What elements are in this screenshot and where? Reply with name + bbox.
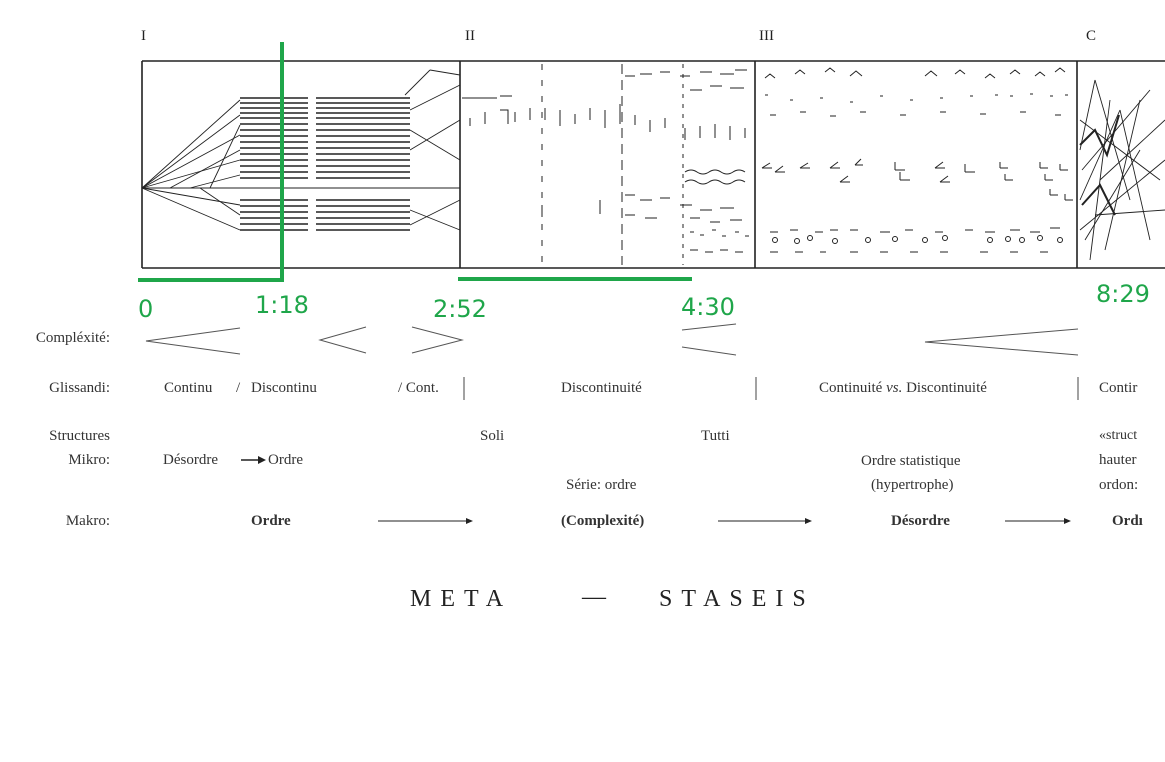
glissandi-slash: /	[236, 380, 241, 396]
mikro-hauter: hauter	[1099, 452, 1137, 468]
glissandi-contin: Contir	[1099, 380, 1138, 396]
mikro-hypertrophe: (hypertrophe)	[871, 477, 954, 493]
title-dash: —	[582, 584, 606, 610]
mikro-ordre: Ordre	[268, 452, 303, 468]
glissandi-discontinu: Discontinu	[251, 380, 317, 396]
section-label-3: III	[759, 28, 774, 44]
row-label-structures: Structures	[49, 428, 110, 444]
section-3-marks	[761, 67, 1073, 253]
section-2-marks	[462, 64, 749, 265]
title-meta: META	[410, 586, 513, 612]
complexite-hairpins	[145, 323, 1079, 356]
mikro-desordre: Désordre	[163, 452, 218, 468]
section-4-web	[1079, 79, 1165, 261]
section-1-bundle	[240, 97, 410, 231]
time-marker-4-30: 4:30	[681, 293, 735, 321]
glissandi-discontinuite-2: Discontinuité	[902, 380, 987, 396]
mikro-ordoni: ordon:	[1099, 477, 1139, 493]
time-marker-2-52: 2:52	[433, 295, 487, 323]
glissandi-cont: / Cont.	[398, 380, 439, 396]
makro-desordre: Désordre	[891, 513, 950, 529]
makro-ordre: Ordre	[251, 513, 291, 529]
row-label-complexite: Compléxité:	[35, 330, 110, 346]
title-staseis: STASEIS	[659, 586, 815, 612]
mikro-serie-ordre: Série: ordre	[566, 477, 637, 493]
makro-arrows	[378, 518, 1071, 524]
makro-ordr: Ordı	[1112, 513, 1143, 529]
time-marker-8-29: 8:29	[1096, 280, 1150, 308]
glissandi-continuite-vs: Continuité vs. Discontinuité	[819, 380, 987, 397]
row-label-glissandi: Glissandi:	[49, 380, 110, 396]
section-4-bold	[1079, 114, 1120, 216]
glissandi-continu: Continu	[164, 380, 213, 396]
mikro-struct: «struct	[1099, 428, 1138, 443]
mikro-soli: Soli	[480, 428, 505, 444]
mikro-tutti: Tutti	[701, 428, 730, 444]
time-marker-1-18: 1:18	[255, 291, 309, 319]
section-label-1: I	[141, 28, 146, 44]
score-frame	[141, 60, 1165, 269]
row-label-mikro: Mikro:	[68, 452, 110, 468]
time-marker-0: 0	[138, 295, 154, 323]
section-1-glissandi	[141, 69, 461, 231]
section-label-2: II	[465, 28, 475, 44]
glissandi-separators	[463, 377, 1079, 400]
section-label-4: C	[1086, 28, 1097, 44]
green-annotation-lines	[138, 42, 692, 282]
glissandi-discontinuite: Discontinuité	[561, 380, 642, 396]
makro-complexite: (Complexité)	[561, 513, 645, 529]
mikro-arrow	[241, 456, 266, 464]
glissandi-continuite: Continuité	[819, 380, 887, 396]
glissandi-vs: vs.	[886, 380, 903, 396]
row-label-makro: Makro:	[65, 513, 110, 529]
mikro-ordre-statistique: Ordre statistique	[861, 453, 961, 469]
